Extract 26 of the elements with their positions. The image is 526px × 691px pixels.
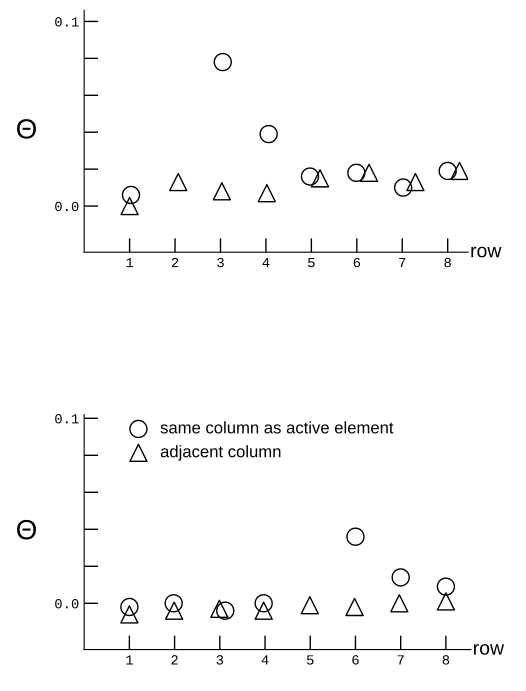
- y-tick-label: 0.1: [55, 414, 79, 424]
- x-tick-label: 4: [262, 258, 270, 268]
- y-tick-label: 0.1: [55, 17, 79, 27]
- x-tick-label: 6: [354, 258, 360, 268]
- x-axis-title: row: [471, 246, 502, 258]
- y-tick-label: 0.0: [55, 202, 78, 212]
- x-tick-label: 2: [171, 655, 178, 664]
- x-tick-label: 1: [126, 258, 134, 268]
- x-tick-label: 8: [442, 655, 450, 665]
- x-tick-label: 3: [216, 655, 224, 665]
- x-tick-label: 3: [217, 258, 224, 268]
- legend-label: adjacent column: [160, 445, 280, 461]
- x-tick-label: 7: [399, 258, 406, 268]
- x-tick-label: 1: [126, 655, 133, 664]
- x-tick-label: 6: [352, 655, 359, 665]
- y-axis-title: Θ: [17, 520, 36, 540]
- x-tick-label: 5: [308, 258, 315, 268]
- y-axis-title: Θ: [17, 119, 36, 139]
- legend-label: same column as active element: [160, 421, 394, 434]
- x-tick-label: 2: [172, 258, 178, 268]
- x-axis-title: row: [474, 644, 504, 655]
- x-tick-label: 4: [262, 655, 268, 664]
- x-tick-label: 8: [444, 258, 451, 268]
- x-tick-label: 5: [306, 655, 314, 665]
- y-tick-label: 0.0: [55, 599, 78, 608]
- x-tick-label: 7: [398, 655, 404, 664]
